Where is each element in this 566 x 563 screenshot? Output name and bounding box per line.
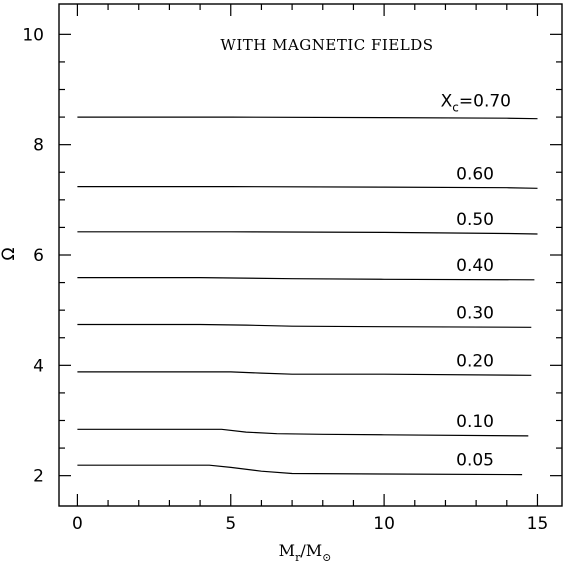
series-line <box>77 464 523 476</box>
series-line <box>77 371 532 376</box>
x-axis-label: Mr/M⊙ <box>279 541 332 563</box>
series-label: 0.30 <box>456 303 494 323</box>
x-tick-label: 0 <box>72 514 83 534</box>
series-line <box>77 186 538 189</box>
tick-labels: 0 5 10 15 2 4 6 8 10 <box>22 25 548 534</box>
y-tick-label: 6 <box>33 246 44 266</box>
y-axis-label: Ω <box>0 248 19 261</box>
series-line <box>77 428 529 437</box>
x-tick-label: 10 <box>373 514 395 534</box>
x-tick-label: 15 <box>527 514 549 534</box>
series-line <box>77 231 538 235</box>
series-labels: Xc=0.70 0.60 0.50 0.40 0.30 0.20 0.10 0.05 <box>441 92 511 471</box>
y-tick-label: 4 <box>33 356 44 376</box>
x-axis-label-text: Mr/M⊙ <box>279 541 332 563</box>
chart-title: WITH MAGNETIC FIELDS <box>220 36 433 54</box>
series-label: 0.10 <box>456 412 494 432</box>
series-label: 0.60 <box>456 164 494 184</box>
series-line <box>77 116 538 120</box>
series-label: 0.20 <box>456 351 494 371</box>
series-label: 0.05 <box>456 451 494 471</box>
x-tick-label: 5 <box>225 514 236 534</box>
series-label: Xc=0.70 <box>441 92 511 115</box>
series-line <box>77 323 532 328</box>
y-tick-label: 10 <box>22 25 44 45</box>
series-label: 0.50 <box>456 210 494 230</box>
y-tick-label: 2 <box>33 467 44 487</box>
series-lines <box>77 116 538 476</box>
series-line <box>77 277 535 281</box>
y-tick-label: 8 <box>33 136 44 156</box>
series-label: 0.40 <box>456 256 494 276</box>
ticks <box>59 4 562 506</box>
